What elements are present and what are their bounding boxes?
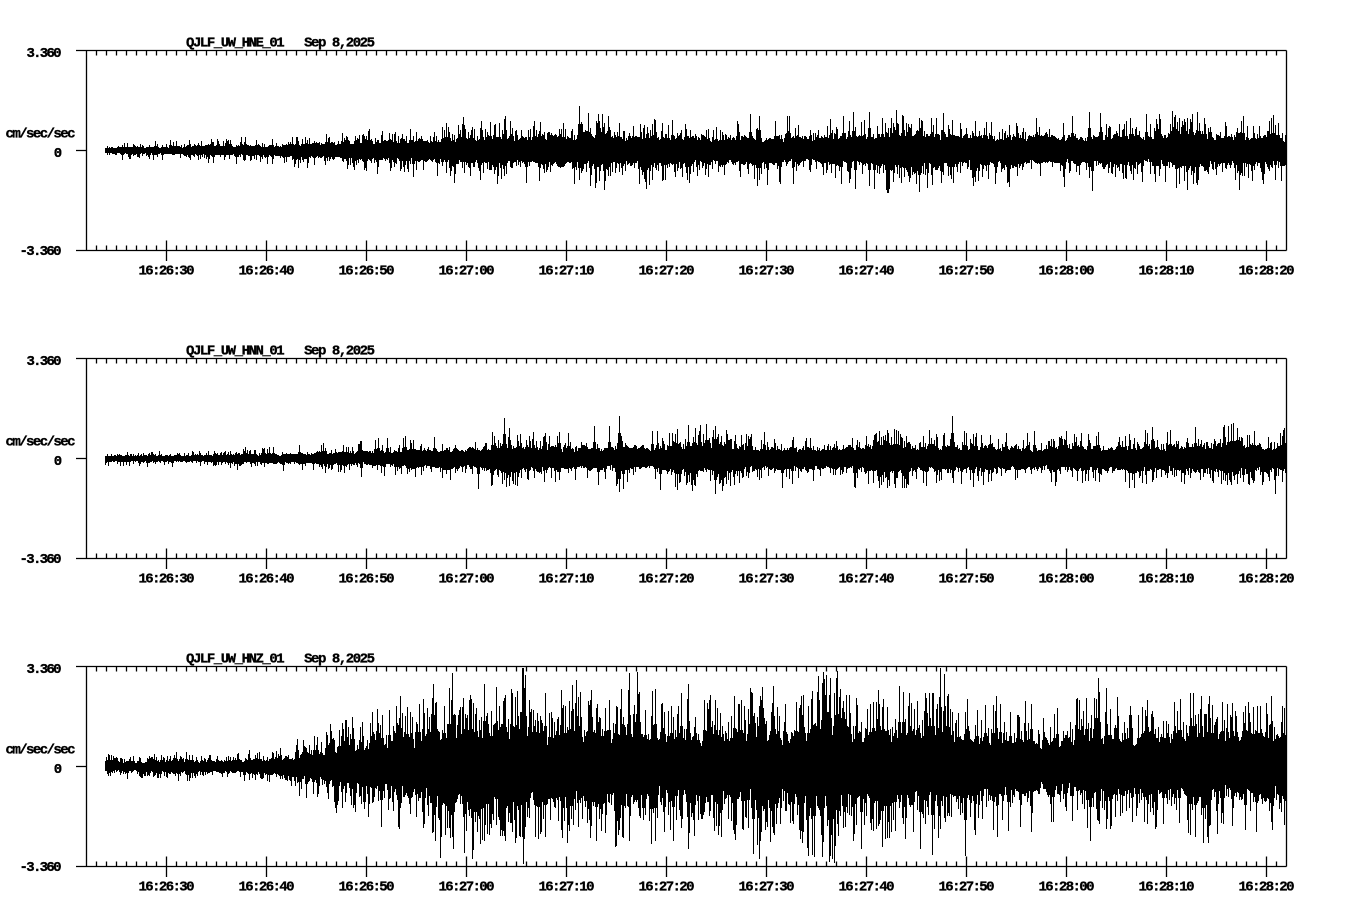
svg-text:16:26:40: 16:26:40 [239, 572, 295, 588]
svg-text:16:27:50: 16:27:50 [939, 572, 995, 588]
svg-text:16:26:30: 16:26:30 [139, 880, 195, 896]
svg-text:16:27:50: 16:27:50 [939, 264, 995, 280]
svg-text:-3.360: -3.360 [20, 860, 62, 876]
svg-text:0: 0 [54, 454, 62, 470]
svg-text:16:27:00: 16:27:00 [439, 880, 495, 896]
svg-text:cm/sec/sec: cm/sec/sec [6, 127, 76, 143]
svg-text:3.360: 3.360 [27, 354, 62, 370]
svg-text:16:26:40: 16:26:40 [239, 264, 295, 280]
svg-text:cm/sec/sec: cm/sec/sec [6, 743, 76, 759]
svg-text:16:27:00: 16:27:00 [439, 264, 495, 280]
svg-text:16:27:20: 16:27:20 [639, 572, 695, 588]
svg-text:16:27:10: 16:27:10 [539, 264, 595, 280]
svg-text:16:27:00: 16:27:00 [439, 572, 495, 588]
svg-text:0: 0 [54, 762, 62, 778]
svg-text:16:28:20: 16:28:20 [1239, 264, 1295, 280]
svg-text:16:28:00: 16:28:00 [1039, 880, 1095, 896]
svg-text:3.360: 3.360 [27, 662, 62, 678]
svg-text:16:26:50: 16:26:50 [339, 880, 395, 896]
svg-text:QJLF_UW_HNN_01 Sep 8,2025: QJLF_UW_HNN_01 Sep 8,2025 [186, 344, 375, 360]
svg-text:16:26:40: 16:26:40 [239, 880, 295, 896]
svg-text:16:28:10: 16:28:10 [1139, 880, 1195, 896]
svg-text:16:26:30: 16:26:30 [139, 264, 195, 280]
svg-text:0: 0 [54, 146, 62, 162]
svg-text:16:27:10: 16:27:10 [539, 880, 595, 896]
svg-text:16:27:50: 16:27:50 [939, 880, 995, 896]
svg-text:16:27:10: 16:27:10 [539, 572, 595, 588]
svg-text:QJLF_UW_HNE_01 Sep 8,2025: QJLF_UW_HNE_01 Sep 8,2025 [186, 36, 375, 52]
svg-text:16:27:30: 16:27:30 [739, 572, 795, 588]
svg-text:16:27:30: 16:27:30 [739, 264, 795, 280]
svg-text:16:27:40: 16:27:40 [839, 572, 895, 588]
svg-text:16:28:10: 16:28:10 [1139, 572, 1195, 588]
svg-text:16:28:20: 16:28:20 [1239, 572, 1295, 588]
svg-text:3.360: 3.360 [27, 46, 62, 62]
svg-text:16:27:20: 16:27:20 [639, 880, 695, 896]
svg-text:-3.360: -3.360 [20, 244, 62, 260]
svg-text:16:27:40: 16:27:40 [839, 264, 895, 280]
svg-text:16:26:50: 16:26:50 [339, 264, 395, 280]
svg-text:cm/sec/sec: cm/sec/sec [6, 435, 76, 451]
svg-text:16:27:20: 16:27:20 [639, 264, 695, 280]
svg-text:16:28:10: 16:28:10 [1139, 264, 1195, 280]
svg-text:16:27:40: 16:27:40 [839, 880, 895, 896]
svg-text:16:28:00: 16:28:00 [1039, 572, 1095, 588]
svg-text:16:27:30: 16:27:30 [739, 880, 795, 896]
svg-text:QJLF_UW_HNZ_01 Sep 8,2025: QJLF_UW_HNZ_01 Sep 8,2025 [186, 652, 375, 668]
svg-text:16:28:00: 16:28:00 [1039, 264, 1095, 280]
svg-text:-3.360: -3.360 [20, 552, 62, 568]
svg-text:16:26:50: 16:26:50 [339, 572, 395, 588]
svg-text:16:26:30: 16:26:30 [139, 572, 195, 588]
svg-text:16:28:20: 16:28:20 [1239, 880, 1295, 896]
